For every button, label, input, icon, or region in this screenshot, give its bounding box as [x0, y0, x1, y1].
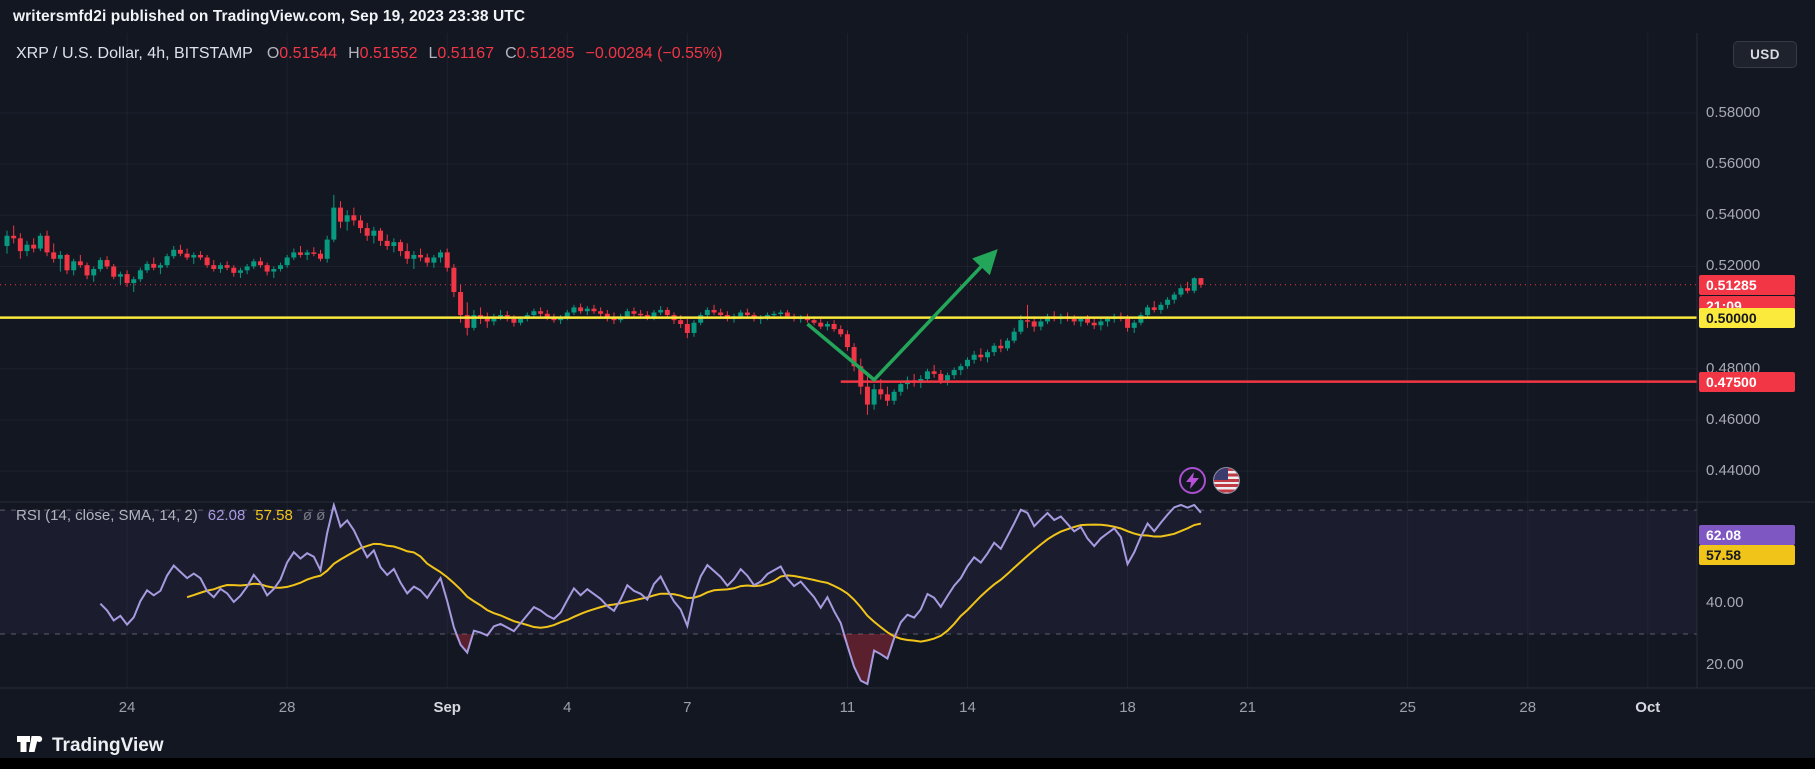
tradingview-logo-text: TradingView: [52, 735, 164, 756]
green-arrow-drawing: [806, 249, 998, 382]
rsi-oversold-fill: [100, 633, 1201, 684]
rsi-extra-values: ø ø: [302, 507, 326, 524]
ohlc-low: L0.51167: [428, 45, 495, 62]
rsi-value: 62.08: [207, 507, 246, 524]
attribution-text: writersmfd2i published on TradingView.co…: [13, 7, 526, 25]
ohlc-values: O0.51544 H0.51552 L0.51167 C0.51285 −0.0…: [267, 45, 723, 63]
ohlc-close: C0.51285: [505, 45, 575, 62]
rsi-band-fill: [0, 510, 1697, 634]
rsi-indicator-title[interactable]: RSI (14, close, SMA, 14, 2): [16, 507, 198, 524]
rsi-ma-value: 57.58: [255, 507, 293, 524]
grid-lines: [0, 33, 1697, 688]
tradingview-logo-icon: [17, 736, 43, 752]
price-change: −0.00284 (−0.55%): [585, 45, 723, 62]
symbol-title[interactable]: XRP / U.S. Dollar, 4h, BITSTAMP: [16, 45, 253, 62]
attribution-bar: writersmfd2i published on TradingView.co…: [0, 0, 1815, 33]
bottom-bar: [0, 758, 1815, 769]
rsi-legend: RSI (14, close, SMA, 14, 2) 62.08 57.58 …: [16, 507, 325, 524]
lightning-icon: [1179, 467, 1206, 494]
rsi-line: [99, 501, 1202, 686]
us-flag-canton: [1214, 468, 1228, 480]
us-flag-icon: [1213, 467, 1240, 494]
currency-toggle-button[interactable]: USD: [1733, 41, 1797, 68]
candles: [4, 194, 1204, 415]
ohlc-open: O0.51544: [266, 45, 338, 62]
ohlc-high: H0.51552: [348, 45, 418, 62]
tradingview-logo[interactable]: TradingView: [16, 735, 164, 757]
symbol-legend: XRP / U.S. Dollar, 4h, BITSTAMP O0.51544…: [16, 45, 722, 63]
